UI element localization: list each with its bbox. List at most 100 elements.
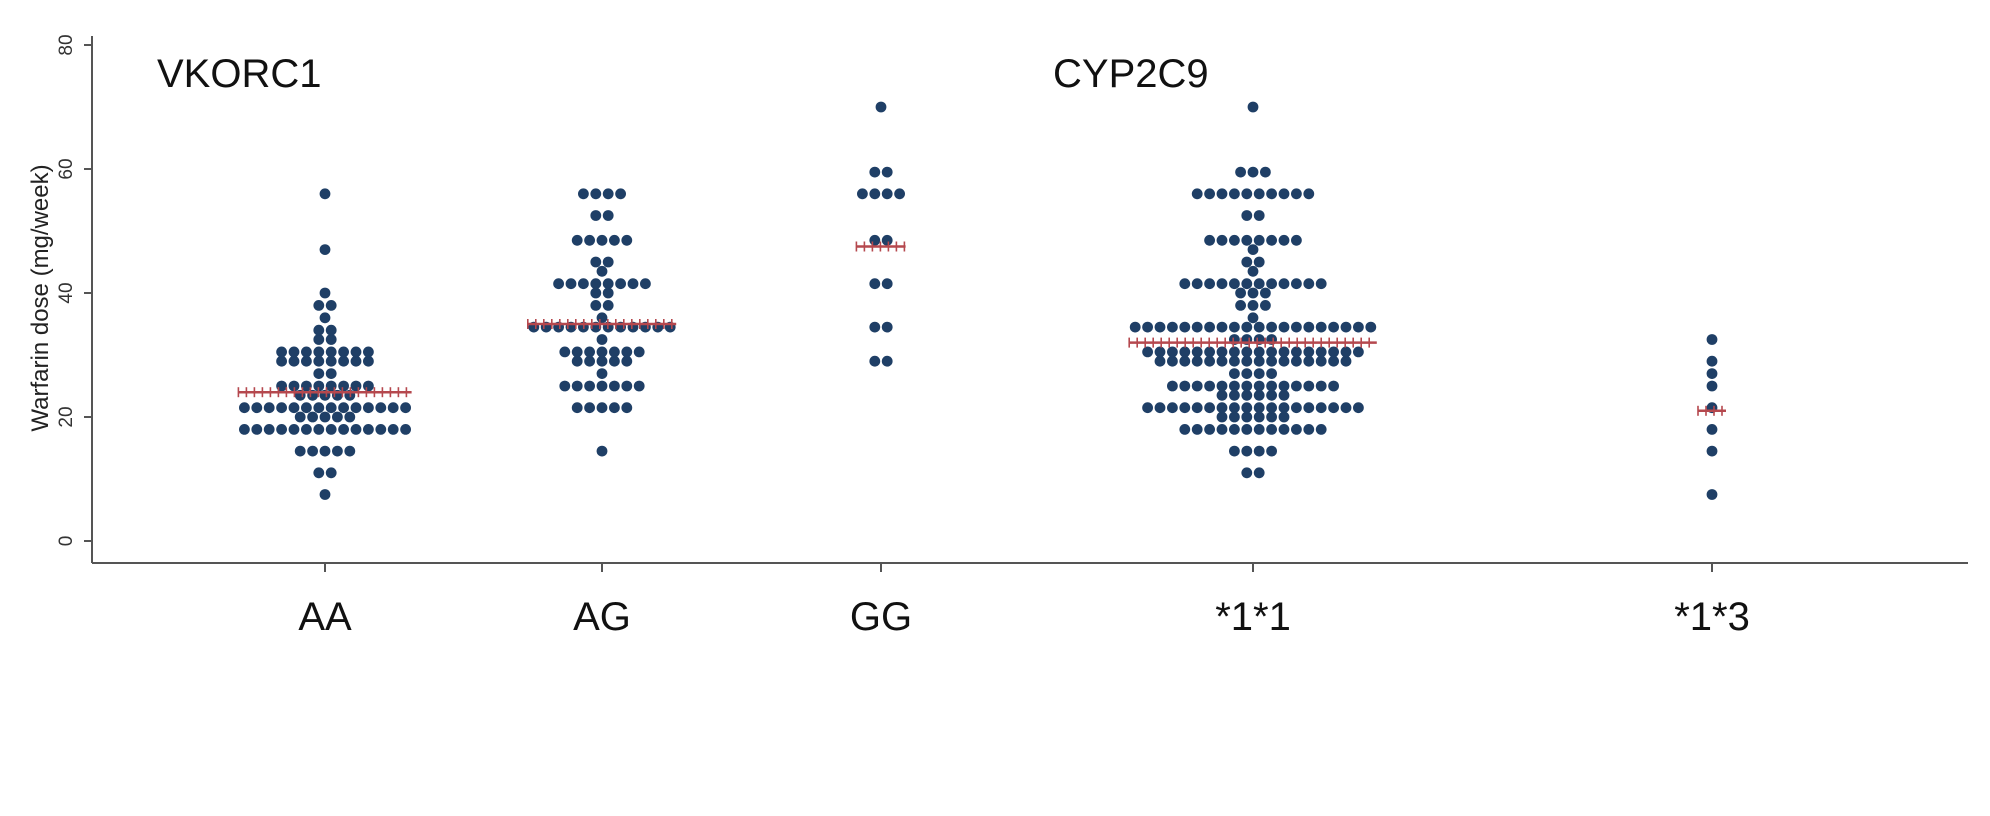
data-point [325, 424, 337, 435]
data-point [1315, 424, 1327, 435]
data-point [313, 402, 325, 414]
data-point [1229, 234, 1240, 246]
data-point [881, 166, 893, 178]
data-point [1303, 402, 1315, 414]
data-point [571, 402, 583, 414]
data-point [1266, 411, 1277, 423]
data-point [1353, 402, 1364, 414]
data-point [621, 234, 633, 246]
data-point [1328, 321, 1339, 333]
data-point [578, 188, 589, 200]
data-point [602, 278, 614, 290]
data-point [869, 188, 881, 200]
data-point [1266, 346, 1277, 358]
data-point [602, 188, 614, 200]
data-point [363, 346, 374, 358]
data-point [596, 312, 608, 324]
data-point [363, 424, 374, 435]
data-point [584, 234, 595, 246]
data-point [881, 355, 893, 367]
data-point [1247, 101, 1259, 113]
data-point [596, 334, 608, 345]
data-point [1241, 467, 1253, 479]
data-point [1179, 380, 1191, 392]
data-point [1216, 389, 1228, 401]
data-point [1315, 355, 1327, 367]
data-point [1247, 287, 1259, 299]
data-point [1154, 346, 1166, 358]
data-point [615, 188, 626, 200]
data-point [1235, 287, 1246, 299]
data-point [609, 380, 620, 392]
data-point [325, 467, 337, 479]
data-point [1278, 411, 1290, 423]
y-tick-label: 40 [56, 282, 77, 303]
data-point [350, 355, 362, 367]
data-point [596, 445, 608, 457]
data-point [1216, 355, 1228, 367]
data-point [615, 278, 626, 290]
data-point [1179, 321, 1191, 333]
data-point [313, 300, 325, 311]
data-point [1340, 346, 1352, 358]
data-point [338, 346, 349, 358]
data-point [1229, 411, 1240, 423]
data-point [565, 278, 577, 290]
data-point [313, 355, 325, 367]
data-point [400, 402, 411, 414]
data-point [1247, 244, 1259, 256]
data-point [239, 424, 250, 435]
data-point [301, 402, 312, 414]
data-point [609, 402, 620, 414]
data-point [1241, 411, 1253, 423]
data-point [596, 380, 608, 392]
data-point [1191, 278, 1203, 290]
data-point [1229, 346, 1240, 358]
data-point [301, 424, 312, 435]
data-point [301, 355, 312, 367]
data-point [1266, 424, 1277, 435]
data-point [1191, 346, 1203, 358]
data-point [319, 312, 331, 324]
data-point [288, 346, 300, 358]
data-point [325, 324, 337, 336]
data-point [1253, 467, 1265, 479]
data-point [1235, 166, 1246, 178]
data-point [1241, 402, 1253, 414]
data-point [1266, 445, 1277, 457]
data-point [590, 256, 602, 268]
data-point [1241, 210, 1253, 221]
data-point [1204, 234, 1215, 246]
data-point [1247, 300, 1259, 311]
data-point [1167, 355, 1178, 367]
data-point [332, 445, 343, 457]
data-point [1266, 368, 1277, 379]
data-point [338, 355, 349, 367]
data-point [590, 188, 602, 200]
data-point [559, 380, 571, 392]
data-point [363, 355, 374, 367]
data-point [313, 324, 325, 336]
data-point [288, 402, 300, 414]
data-point [325, 346, 337, 358]
data-point [1241, 445, 1253, 457]
data-point [276, 424, 287, 435]
data-point [288, 355, 300, 367]
data-point [1216, 188, 1228, 200]
data-point [325, 368, 337, 379]
data-point [1328, 380, 1339, 392]
data-point [1253, 380, 1265, 392]
data-point [313, 424, 325, 435]
data-point [375, 402, 387, 414]
data-point [1315, 321, 1327, 333]
y-tick-label: 60 [56, 158, 77, 179]
data-point [621, 346, 633, 358]
y-axis-title: Warfarin dose (mg/week) [27, 164, 54, 431]
data-point [1235, 300, 1246, 311]
data-point [1253, 346, 1265, 358]
y-tick-label: 0 [56, 536, 77, 547]
data-point [609, 234, 620, 246]
data-point [1253, 355, 1265, 367]
data-point [1129, 321, 1141, 333]
data-point [1278, 278, 1290, 290]
